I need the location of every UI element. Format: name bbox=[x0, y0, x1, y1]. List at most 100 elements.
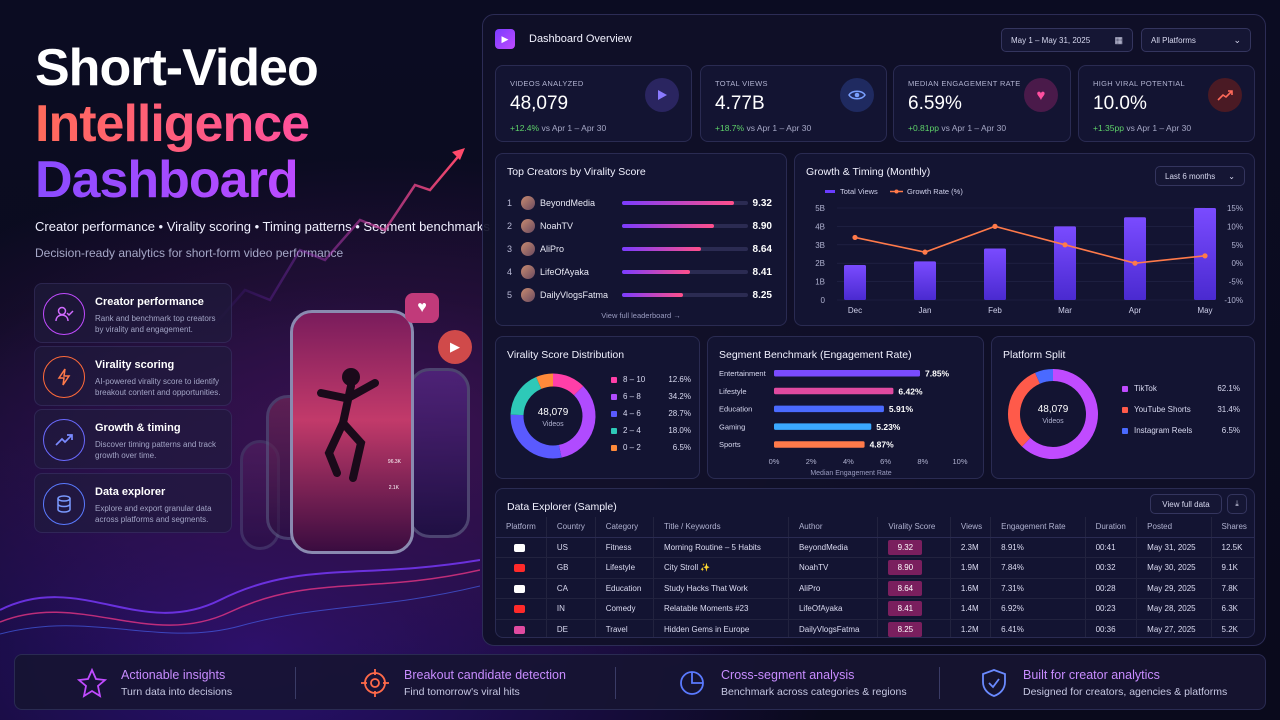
table-header-cell[interactable]: Title / Keywords bbox=[652, 517, 789, 538]
views-bar[interactable] bbox=[984, 248, 1006, 300]
y-tick-left: 0 bbox=[821, 296, 826, 305]
table-cell: 00:41 bbox=[1084, 537, 1137, 558]
platform-filter-dropdown[interactable]: All Platforms ⌄ bbox=[1141, 28, 1251, 52]
download-icon[interactable]: ⤓ bbox=[1227, 494, 1247, 514]
avatar bbox=[521, 242, 535, 256]
feature-virality-scoring[interactable]: Virality scoring AI-powered virality scor… bbox=[34, 346, 232, 406]
segment-bar[interactable] bbox=[774, 441, 865, 448]
legend-label: Instagram Reels bbox=[1134, 426, 1193, 435]
table-row[interactable]: CA Education Study Hacks That Work AliPro 8.… bbox=[496, 578, 1254, 599]
feature-creator-performance[interactable]: Creator performance Rank and benchmark to… bbox=[34, 283, 232, 343]
table-row[interactable]: GB Lifestyle City Stroll ✨ NoahTV 8.90 1.9M 7.… bbox=[496, 557, 1254, 579]
virality-slice[interactable] bbox=[558, 386, 596, 458]
creator-row[interactable]: 3 AliPro 8.64 bbox=[507, 240, 772, 258]
table-header-cell[interactable]: Category bbox=[594, 517, 654, 538]
growth-rate-point[interactable] bbox=[992, 223, 998, 229]
table-cell: 9.32 bbox=[877, 537, 951, 558]
growth-rate-point[interactable] bbox=[852, 234, 858, 241]
segment-bar[interactable] bbox=[774, 387, 894, 395]
table-header-cell[interactable]: Country bbox=[545, 517, 596, 538]
platform-slice[interactable] bbox=[1035, 369, 1054, 384]
table-header-row: Platform Country Category Title / Keywords A… bbox=[496, 517, 1254, 538]
x-tick: 8% bbox=[917, 457, 928, 466]
kpi-period: vs Apr 1 – Apr 30 bbox=[746, 123, 812, 133]
growth-rate-point[interactable] bbox=[1132, 260, 1138, 266]
table-cell: US bbox=[545, 537, 596, 558]
virality-slice[interactable] bbox=[510, 376, 542, 416]
virality-legend-row: 4 – 6 28.7% bbox=[611, 409, 691, 418]
feature-title: Creator performance bbox=[95, 296, 204, 308]
legend-value: 6.5% bbox=[1221, 426, 1240, 435]
table-cell: Fitness bbox=[594, 537, 654, 558]
creator-row[interactable]: 4 LifeOfAyaka 8.41 bbox=[507, 263, 772, 281]
creator-row[interactable]: 2 NoahTV 8.90 bbox=[507, 217, 772, 235]
virality-slice[interactable] bbox=[510, 414, 562, 459]
feature-desc: Explore and export granular data across … bbox=[95, 504, 212, 524]
segment-bar[interactable] bbox=[774, 423, 872, 430]
growth-rate-point[interactable] bbox=[922, 249, 928, 255]
table-cell: 1.6M bbox=[949, 578, 991, 599]
table-cell: Study Hacks That Work bbox=[652, 578, 789, 599]
view-leaderboard-link[interactable]: View full leaderboard → bbox=[601, 311, 681, 320]
view-full-data-button[interactable]: View full data bbox=[1150, 494, 1222, 514]
creator-rank: 1 bbox=[507, 198, 513, 208]
platform-slice[interactable] bbox=[1021, 369, 1098, 459]
segment-bar[interactable] bbox=[774, 405, 884, 413]
table-cell: May 31, 2025 bbox=[1136, 537, 1212, 558]
platform-slice[interactable] bbox=[1008, 372, 1041, 447]
dashboard-panel: ▶ Dashboard Overview May 1 – May 31, 202… bbox=[482, 14, 1266, 646]
date-range-picker[interactable]: May 1 – May 31, 2025 ▦ bbox=[1001, 28, 1133, 52]
table-row[interactable]: US Fitness Morning Routine – 5 Habits Beyon… bbox=[496, 537, 1254, 558]
creator-score-bar bbox=[622, 247, 748, 251]
legend-label: 6 – 8 bbox=[623, 392, 641, 401]
growth-chart: Total Views Growth Rate (%) 5B 4B 3B 2B 1B 0 15%… bbox=[815, 187, 1243, 315]
creator-row[interactable]: 1 BeyondMedia 9.32 bbox=[507, 194, 772, 212]
views-bar[interactable] bbox=[844, 265, 866, 300]
table-header-cell[interactable]: Platform bbox=[496, 517, 547, 538]
card-title: Segment Benchmark (Engagement Rate) bbox=[719, 349, 912, 361]
cell-text: Lifestyle bbox=[605, 563, 636, 573]
table-cell: 00:36 bbox=[1084, 619, 1137, 637]
growth-rate-point[interactable] bbox=[1062, 242, 1068, 248]
table-header-cell[interactable]: Duration bbox=[1084, 517, 1137, 538]
table-header-cell[interactable]: Author bbox=[787, 517, 878, 538]
table-cell: 8.91% bbox=[990, 537, 1086, 558]
kpi-label: VIDEOS ANALYZED bbox=[510, 79, 584, 88]
creator-row[interactable]: 5 DailyVlogsFatma 8.25 bbox=[507, 286, 772, 304]
virality-slice[interactable] bbox=[536, 373, 554, 390]
table-cell: Lifestyle bbox=[594, 557, 654, 579]
kpi-period: vs Apr 1 – Apr 30 bbox=[1126, 123, 1192, 133]
views-bar[interactable] bbox=[1124, 217, 1146, 300]
table-row[interactable]: IN Comedy Relatable Moments #23 LifeOfAyaka… bbox=[496, 598, 1254, 620]
table-row[interactable]: DE Travel Hidden Gems in Europe DailyVlogsF… bbox=[496, 619, 1254, 637]
table-header-cell[interactable]: Virality Score bbox=[877, 517, 951, 538]
cell-text: 5.2K bbox=[1221, 624, 1239, 634]
virality-slice[interactable] bbox=[552, 373, 584, 396]
feature-data-explorer[interactable]: Data explorer Explore and export granular… bbox=[34, 473, 232, 533]
table-header-cell[interactable]: Views bbox=[949, 517, 991, 538]
legend-swatch bbox=[611, 376, 617, 383]
segment-bar[interactable] bbox=[774, 370, 921, 377]
table-header-cell[interactable]: Posted bbox=[1136, 517, 1212, 538]
virality-score-badge: 8.25 bbox=[888, 621, 923, 637]
legend-value: 34.2% bbox=[668, 392, 691, 401]
segment-bar-chart: Entertainment 7.85% Lifestyle 6.42% Educatio… bbox=[719, 369, 968, 478]
feature-growth-timing[interactable]: Growth & timing Discover timing patterns … bbox=[34, 409, 232, 469]
trend-up-icon bbox=[1208, 78, 1242, 112]
cell-text: Morning Routine – 5 Habits bbox=[663, 542, 761, 552]
growth-timing-card: Growth & Timing (Monthly) Last 6 months … bbox=[794, 153, 1255, 326]
date-range-value: May 1 – May 31, 2025 bbox=[1011, 35, 1091, 45]
y-tick-left: 1B bbox=[815, 278, 825, 287]
cell-text: 1.6M bbox=[960, 583, 979, 593]
creator-score-fill bbox=[622, 293, 683, 297]
growth-rate-point[interactable] bbox=[1202, 253, 1208, 259]
virality-legend-row: 2 – 4 18.0% bbox=[611, 426, 691, 435]
table-cell: 7.31% bbox=[990, 578, 1086, 599]
views-bar[interactable] bbox=[1054, 226, 1076, 300]
table-header-cell[interactable]: Shares bbox=[1210, 517, 1254, 538]
creator-rank: 2 bbox=[507, 221, 513, 231]
table-cell: 8.41 bbox=[877, 598, 951, 620]
views-bar[interactable] bbox=[914, 261, 936, 300]
growth-range-dropdown[interactable]: Last 6 months ⌄ bbox=[1155, 166, 1245, 186]
table-header-cell[interactable]: Engagement Rate bbox=[990, 517, 1086, 538]
